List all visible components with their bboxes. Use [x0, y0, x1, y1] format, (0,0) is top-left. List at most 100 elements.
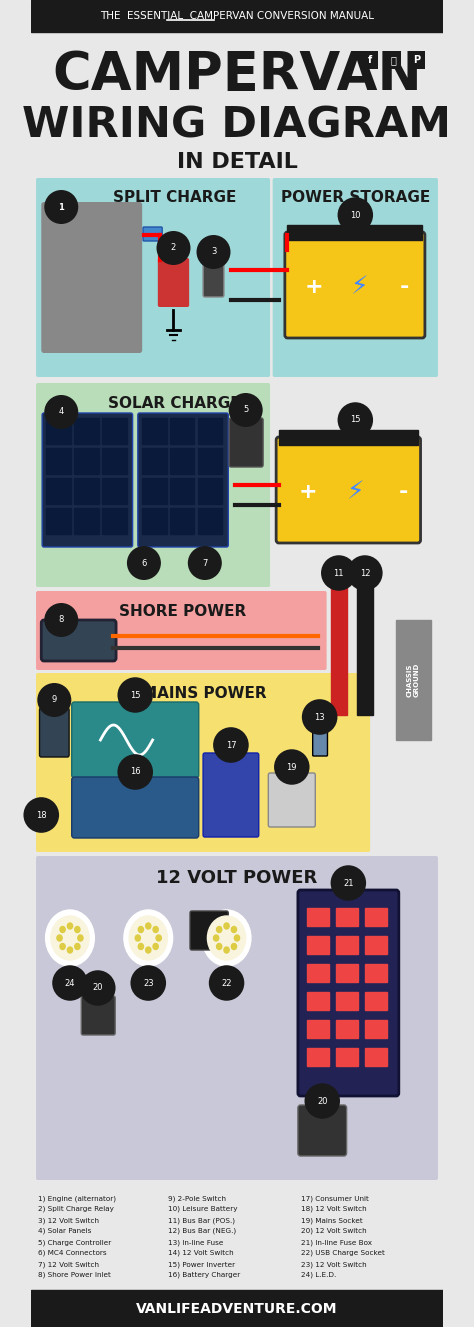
Bar	[46, 508, 71, 533]
Text: 12) Bus Bar (NEG.): 12) Bus Bar (NEG.)	[168, 1227, 237, 1234]
Text: 4) Solar Panels: 4) Solar Panels	[38, 1227, 91, 1234]
Text: 13) In-line Fuse: 13) In-line Fuse	[168, 1239, 224, 1246]
Bar	[31, 1290, 443, 1327]
Bar	[336, 993, 358, 1010]
Text: 14) 12 Volt Switch: 14) 12 Volt Switch	[168, 1250, 234, 1257]
Text: 10) Leisure Battery: 10) Leisure Battery	[168, 1206, 238, 1213]
Circle shape	[224, 924, 229, 929]
Text: 4: 4	[59, 407, 64, 417]
Text: +: +	[298, 482, 317, 502]
Bar	[409, 50, 425, 69]
Text: 12: 12	[360, 568, 370, 577]
Bar	[198, 418, 222, 445]
Text: 15: 15	[130, 690, 140, 699]
Bar	[365, 993, 387, 1010]
Circle shape	[234, 936, 240, 941]
Circle shape	[153, 926, 158, 933]
Text: 9) 2-Pole Switch: 9) 2-Pole Switch	[168, 1196, 226, 1201]
Text: -: -	[399, 482, 408, 502]
Circle shape	[46, 910, 94, 966]
Text: THE  ESSENTIAL  CAMPERVAN CONVERSION MANUAL: THE ESSENTIAL CAMPERVAN CONVERSION MANUA…	[100, 11, 374, 21]
Text: 9: 9	[52, 695, 57, 705]
Text: 24: 24	[65, 978, 75, 987]
Text: 19: 19	[287, 763, 297, 771]
Text: 15: 15	[350, 415, 361, 425]
Bar	[142, 449, 166, 474]
Text: 10: 10	[350, 211, 361, 219]
FancyBboxPatch shape	[36, 591, 327, 670]
FancyBboxPatch shape	[42, 413, 133, 547]
Text: P: P	[413, 54, 420, 65]
Text: 1: 1	[58, 203, 64, 211]
FancyBboxPatch shape	[298, 890, 399, 1096]
Circle shape	[57, 936, 62, 941]
Circle shape	[217, 943, 222, 950]
Bar	[170, 449, 194, 474]
Text: 18) 12 Volt Switch: 18) 12 Volt Switch	[301, 1206, 366, 1213]
Text: POWER STORAGE: POWER STORAGE	[281, 191, 430, 206]
Bar	[170, 418, 194, 445]
Bar	[142, 418, 166, 445]
Circle shape	[138, 943, 144, 950]
Text: 2) Split Charge Relay: 2) Split Charge Relay	[38, 1206, 114, 1213]
Bar	[198, 478, 222, 504]
Text: 23) 12 Volt Switch: 23) 12 Volt Switch	[301, 1261, 366, 1267]
FancyBboxPatch shape	[229, 418, 263, 467]
Text: -: -	[400, 277, 410, 297]
Text: ⚡: ⚡	[351, 275, 368, 299]
Text: 21: 21	[343, 878, 354, 888]
Bar	[386, 50, 401, 69]
Circle shape	[78, 936, 83, 941]
Circle shape	[60, 926, 65, 933]
Text: 22) USB Charge Socket: 22) USB Charge Socket	[301, 1250, 384, 1257]
Text: 8: 8	[59, 616, 64, 625]
Bar	[365, 1048, 387, 1066]
Text: 8) Shore Power Inlet: 8) Shore Power Inlet	[38, 1273, 110, 1278]
Bar	[308, 936, 329, 954]
Bar	[279, 430, 418, 445]
FancyBboxPatch shape	[81, 997, 115, 1035]
Text: 20: 20	[92, 983, 103, 993]
Bar	[336, 963, 358, 982]
Circle shape	[60, 943, 65, 950]
Text: 3) 12 Volt Switch: 3) 12 Volt Switch	[38, 1217, 99, 1223]
Circle shape	[153, 943, 158, 950]
Bar	[198, 508, 222, 533]
Circle shape	[129, 916, 167, 959]
Text: 16: 16	[130, 767, 140, 776]
Circle shape	[202, 910, 251, 966]
Bar	[102, 508, 127, 533]
Text: SOLAR CHARGE: SOLAR CHARGE	[108, 395, 241, 410]
Circle shape	[217, 926, 222, 933]
Circle shape	[231, 943, 237, 950]
Bar	[357, 585, 373, 715]
Text: 12 VOLT POWER: 12 VOLT POWER	[156, 869, 318, 886]
FancyBboxPatch shape	[158, 257, 189, 307]
FancyBboxPatch shape	[41, 620, 116, 661]
Text: 3: 3	[211, 248, 216, 256]
FancyBboxPatch shape	[143, 227, 162, 242]
FancyBboxPatch shape	[298, 1105, 346, 1156]
Bar	[365, 936, 387, 954]
Text: 16) Battery Charger: 16) Battery Charger	[168, 1273, 240, 1278]
Text: 17) Consumer Unit: 17) Consumer Unit	[301, 1196, 368, 1201]
Text: 21) In-line Fuse Box: 21) In-line Fuse Box	[301, 1239, 372, 1246]
Text: WIRING DIAGRAM: WIRING DIAGRAM	[22, 104, 452, 146]
Bar	[396, 620, 431, 740]
Text: SPLIT CHARGE: SPLIT CHARGE	[113, 191, 236, 206]
FancyBboxPatch shape	[276, 437, 420, 543]
Circle shape	[224, 947, 229, 953]
Bar	[170, 478, 194, 504]
Text: 17: 17	[226, 740, 236, 750]
Text: SHORE POWER: SHORE POWER	[119, 604, 246, 618]
Text: 19) Mains Socket: 19) Mains Socket	[301, 1217, 362, 1223]
Text: 24) L.E.D.: 24) L.E.D.	[301, 1273, 336, 1278]
Bar	[142, 508, 166, 533]
Circle shape	[75, 943, 80, 950]
Bar	[336, 936, 358, 954]
FancyBboxPatch shape	[41, 202, 142, 353]
Text: +: +	[304, 277, 323, 297]
Text: 6: 6	[141, 559, 146, 568]
Circle shape	[208, 916, 246, 959]
Text: ⚡: ⚡	[346, 480, 364, 504]
